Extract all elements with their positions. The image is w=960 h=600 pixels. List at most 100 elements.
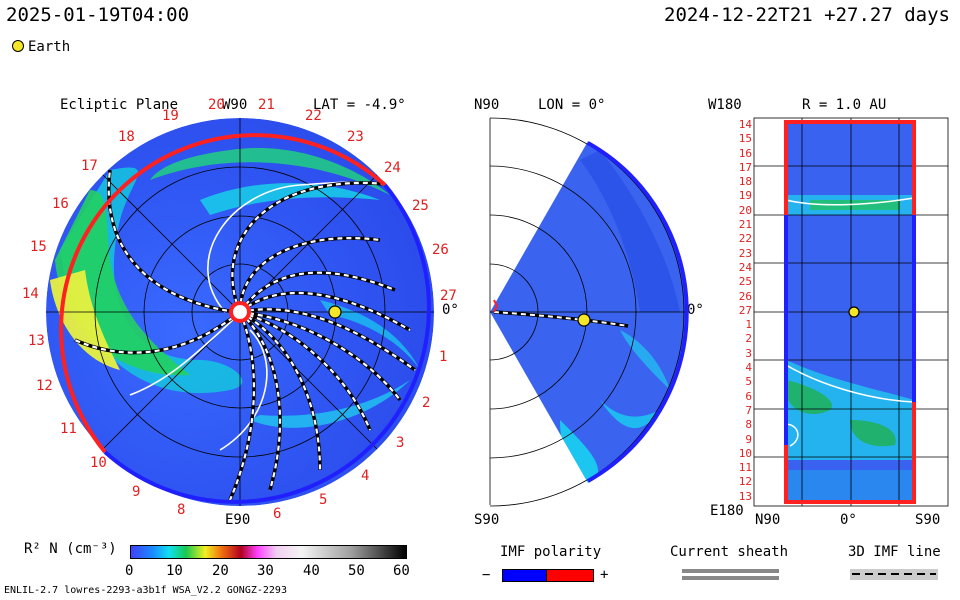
rot-num: 15	[30, 239, 47, 255]
map-y-label: 27	[738, 303, 752, 317]
map-y-labels: 14 15 16 17 18 19 20 21 22 23 24 25 26 2…	[726, 118, 752, 504]
run-time: 2024-12-22T21 +27.27 days	[664, 4, 950, 26]
map-y-label: 10	[738, 446, 752, 460]
map-y-label: 16	[738, 146, 752, 160]
rot-num: 19	[162, 108, 179, 124]
ecliptic-rim-negative	[103, 183, 431, 504]
current-sheath-swatch	[682, 569, 779, 580]
colorbar-tick: 40	[303, 563, 320, 579]
map-y-label: 9	[745, 432, 752, 446]
map-y-label: 18	[738, 175, 752, 189]
ecliptic-top-label: W90	[222, 97, 248, 113]
colorbar-tick: 30	[257, 563, 274, 579]
meridional-top-label: N90	[474, 97, 500, 113]
map-x-label-s90: S90	[915, 512, 941, 528]
map-y-label: 5	[745, 375, 752, 389]
map-y-label: 6	[745, 389, 752, 403]
rot-num: 22	[305, 108, 322, 124]
earth-legend: Earth	[12, 39, 70, 55]
map-y-label: 1	[745, 318, 752, 332]
rot-num: 6	[273, 506, 282, 522]
current-sheath-title: Current sheath	[670, 544, 789, 560]
map-y-label: 14	[738, 118, 752, 131]
ecliptic-title: Ecliptic Plane	[60, 97, 179, 113]
map-y-label: 11	[738, 461, 752, 475]
map-y-label: 25	[738, 275, 752, 289]
map-y-label: 26	[738, 289, 752, 303]
meridional-right-label: 0°	[687, 302, 704, 318]
imf-polarity-negative-swatch	[502, 569, 548, 582]
rot-num: 8	[177, 502, 186, 518]
earth-marker-meridional	[577, 313, 591, 327]
rot-num: 24	[384, 160, 401, 176]
imf-polarity-minus: −	[482, 567, 491, 583]
colorbar-tick: 50	[348, 563, 365, 579]
rot-num: 5	[319, 492, 328, 508]
colorbar-label: R² N (cm⁻³)	[24, 541, 117, 557]
rot-num: 13	[28, 333, 45, 349]
map-y-label: 21	[738, 218, 752, 232]
earth-marker	[328, 305, 342, 319]
map-y-label: 8	[745, 418, 752, 432]
imf-line-swatch	[850, 569, 938, 580]
meridional-density-field	[490, 141, 689, 483]
map-bottom-left-label: E180	[710, 503, 744, 519]
earth-marker-icon	[12, 40, 24, 52]
map-top-left-label: W180	[708, 97, 742, 113]
meridional-bottom-label: S90	[474, 512, 500, 528]
colorbar-tick: 20	[212, 563, 229, 579]
imf-polarity-title: IMF polarity	[500, 544, 602, 560]
rot-num: 14	[22, 286, 39, 302]
map-y-label: 17	[738, 160, 752, 174]
map-y-label: 15	[738, 132, 752, 146]
colorbar-tick: 0	[125, 563, 134, 579]
map-y-label: 24	[738, 260, 752, 274]
rot-num: 25	[412, 198, 429, 214]
map-y-label: 19	[738, 189, 752, 203]
rot-num: 20	[208, 97, 225, 113]
map-y-label: 4	[745, 361, 752, 375]
meridional-lon-label: LON = 0°	[538, 97, 606, 113]
rot-num: 23	[347, 129, 364, 145]
map-y-label: 3	[745, 346, 752, 360]
rot-num: 1	[439, 349, 448, 365]
rot-num: 27	[440, 288, 457, 304]
rot-num: 11	[60, 421, 77, 437]
rot-num: 26	[432, 242, 449, 258]
rot-num: 2	[422, 395, 431, 411]
colorbar-tick: 60	[393, 563, 410, 579]
map-y-label: 20	[738, 203, 752, 217]
rot-num: 10	[90, 455, 107, 471]
rot-num: 4	[361, 468, 370, 484]
rot-num: 3	[396, 435, 405, 451]
rot-num: 17	[81, 158, 98, 174]
ecliptic-bottom-label: E90	[225, 512, 251, 528]
map-y-label: 2	[745, 332, 752, 346]
rot-num: 16	[52, 196, 69, 212]
map-y-label: 22	[738, 232, 752, 246]
rot-num: 18	[118, 129, 135, 145]
imf-line-title: 3D IMF line	[848, 544, 941, 560]
map-y-label: 12	[738, 475, 752, 489]
model-info: ENLIL-2.7 lowres-2293-a3b1f WSA_V2.2 GON…	[4, 585, 287, 596]
map-y-label: 13	[738, 489, 752, 503]
colorbar-tick: 10	[166, 563, 183, 579]
earth-marker-map	[848, 306, 860, 318]
rot-num: 9	[132, 484, 141, 500]
ecliptic-rim-positive	[59, 133, 387, 454]
map-y-label: 23	[738, 246, 752, 260]
meridional-rim	[587, 141, 689, 483]
rot-num: 12	[36, 378, 53, 394]
imf-polarity-positive-swatch	[546, 569, 594, 582]
map-r-label: R = 1.0 AU	[802, 97, 887, 113]
rot-num: 21	[258, 97, 275, 113]
colorbar	[130, 545, 407, 559]
ecliptic-lat-label: LAT = -4.9°	[313, 97, 406, 113]
map-x-label-n90: N90	[755, 512, 781, 528]
ecliptic-right-label: 0°	[442, 302, 459, 318]
imf-polarity-plus: +	[600, 567, 609, 583]
map-y-label: 7	[745, 403, 752, 417]
